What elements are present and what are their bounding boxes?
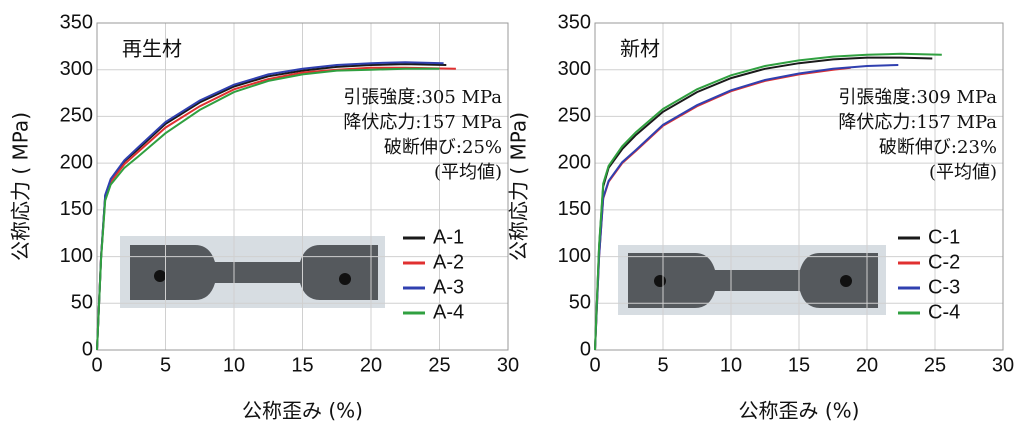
y-tick-label: 100 (60, 245, 93, 267)
x-tick-label: 15 (291, 354, 313, 376)
annotation: 降伏応力:157 MPa (838, 112, 997, 133)
legend-label: A-3 (433, 276, 464, 298)
y-tick-label: 350 (60, 11, 93, 33)
x-tick-label: 30 (497, 354, 519, 376)
y-tick-label: 50 (569, 292, 591, 314)
y-tick-label: 350 (558, 11, 591, 33)
legend-label: A-2 (433, 251, 464, 273)
x-tick-label: 10 (720, 354, 742, 376)
annotation: 破断伸び:25% (384, 137, 502, 158)
y-tick-label: 150 (60, 198, 93, 220)
x-tick-label: 20 (360, 354, 382, 376)
x-tick-label: 0 (91, 354, 102, 376)
legend-label: C-3 (928, 276, 960, 298)
annotation: 再生材 (122, 37, 182, 61)
annotation: (平均値) (929, 162, 997, 183)
x-tick-label: 25 (924, 354, 946, 376)
x-tick-label: 5 (657, 354, 668, 376)
y-tick-label: 200 (558, 151, 591, 173)
y-tick-label: 250 (60, 105, 93, 127)
annotation: (平均値) (434, 162, 502, 183)
x-tick-label: 0 (589, 354, 600, 376)
x-tick-label: 20 (856, 354, 878, 376)
y-tick-label: 100 (558, 245, 591, 267)
y-tick-label: 150 (558, 198, 591, 220)
y-tick-label: 250 (558, 105, 591, 127)
hole (339, 273, 351, 285)
legend-label: C-2 (928, 251, 960, 273)
x-axis-label: 公称歪み (%) (242, 399, 363, 423)
legend-label: A-1 (433, 226, 464, 248)
annotation: 破断伸び:23% (879, 137, 997, 158)
legend-label: C-4 (928, 301, 960, 323)
hole (840, 275, 852, 287)
hole (654, 275, 666, 287)
x-tick-label: 30 (992, 354, 1014, 376)
x-tick-label: 5 (160, 354, 171, 376)
specimen-photo (618, 245, 886, 315)
specimen-photo (120, 236, 385, 308)
y-tick-label: 300 (558, 58, 591, 80)
legend-label: C-1 (928, 226, 960, 248)
legend-label: A-4 (433, 301, 464, 323)
x-axis-label: 公称歪み (%) (739, 399, 860, 423)
x-tick-label: 15 (788, 354, 810, 376)
annotation: 新材 (620, 37, 660, 61)
annotation: 降伏応力:157 MPa (343, 112, 502, 133)
x-tick-label: 10 (223, 354, 245, 376)
annotation: 引張強度:309 MPa (838, 87, 997, 108)
hole (154, 270, 166, 282)
y-axis-label: 公称応力 ( MPa) (9, 112, 33, 261)
y-axis-label: 公称応力 ( MPa) (507, 112, 531, 261)
x-tick-label: 25 (428, 354, 450, 376)
y-tick-label: 200 (60, 151, 93, 173)
y-tick-label: 300 (60, 58, 93, 80)
y-tick-label: 50 (71, 292, 93, 314)
annotation: 引張強度:305 MPa (343, 87, 502, 108)
figure: 0 50 100 150 200 250 300 350 0 5 10 15 20 25 30 公称歪み (%… (0, 0, 1021, 425)
